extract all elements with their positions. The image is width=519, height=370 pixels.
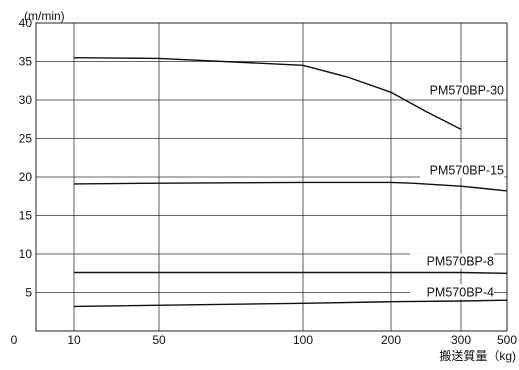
y-tick-label: 5 — [25, 286, 32, 300]
labels: (m/min) 搬送質量（kg) 5 10 15 20 25 30 35 40 0 10 50 100… — [11, 9, 518, 363]
y-tick-label: 30 — [19, 93, 33, 107]
series-label-bg — [410, 284, 494, 300]
x-tick-label: 0 — [11, 333, 18, 347]
series-label-3: PM570BP-8 — [427, 255, 494, 269]
series-label-bg — [420, 162, 504, 178]
series-line-1 — [73, 57, 462, 130]
y-tick-label: 15 — [19, 209, 33, 223]
x-tick-label: 200 — [381, 333, 401, 347]
x-tick-label: 100 — [293, 333, 313, 347]
y-tick-label: 10 — [19, 247, 33, 261]
grid — [35, 22, 508, 332]
x-tick-label: 500 — [497, 333, 517, 347]
series-label-2: PM570BP-15 — [430, 164, 504, 178]
series-label-bg — [420, 82, 504, 98]
series-line-3 — [74, 271, 508, 274]
y-tick-label: 35 — [19, 55, 33, 69]
series-layer — [73, 57, 508, 308]
series-line-2 — [73, 181, 508, 192]
series-label-bg — [410, 253, 494, 269]
series-label-1: PM570BP-30 — [430, 84, 504, 98]
x-axis-label: 搬送質量（kg) — [439, 348, 516, 363]
x-tick-label: 50 — [152, 333, 166, 347]
y-tick-label: 25 — [19, 132, 33, 146]
series-line-4 — [73, 299, 508, 308]
series-label-4: PM570BP-4 — [427, 285, 494, 299]
y-tick-label: 40 — [19, 16, 33, 30]
x-tick-label: 300 — [451, 333, 471, 347]
x-tick-label: 10 — [67, 333, 81, 347]
y-tick-label: 20 — [19, 170, 33, 184]
plot-frame — [35, 22, 508, 332]
y-axis-label: (m/min) — [24, 9, 65, 23]
